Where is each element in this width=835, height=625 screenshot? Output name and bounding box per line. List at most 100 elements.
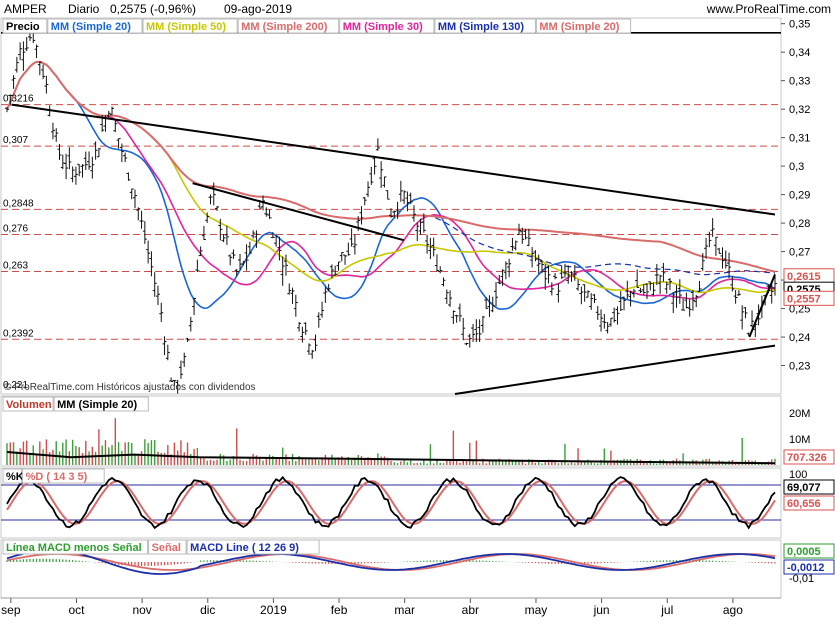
price-bar: [769, 281, 774, 304]
main-legend[interactable]: Precio MM (Simple 20) MM (Simple 50) MM (Si…: [2, 18, 632, 34]
price-bar: [411, 205, 416, 222]
legend-label[interactable]: %D ( 14 3 5): [26, 471, 88, 483]
legend-box[interactable]: [2, 468, 23, 484]
legend-label[interactable]: MM (Simple 50): [146, 21, 226, 33]
date: 09-ago-2019: [224, 2, 292, 16]
price-bar: [677, 279, 682, 304]
legend-box[interactable]: [2, 18, 48, 34]
legend-box[interactable]: [237, 18, 340, 34]
stoch-d-line: [6, 480, 776, 525]
legend-label[interactable]: MM (Simple 30): [343, 21, 423, 33]
price-bar: [513, 240, 518, 251]
price-bar: [254, 230, 259, 248]
price-bar: [461, 317, 466, 341]
legend-box[interactable]: [2, 539, 149, 555]
legend-box[interactable]: [339, 18, 435, 34]
legend-label[interactable]: MACD Line ( 12 26 9): [190, 542, 299, 554]
price-tick-label: 0,27: [789, 247, 810, 259]
price-bar: [431, 237, 436, 257]
legend-box[interactable]: [22, 468, 105, 484]
price-bar: [218, 218, 223, 241]
level-label: 0,2392: [3, 328, 34, 339]
price-bar: [750, 310, 755, 328]
volume-legend[interactable]: Volumen MM (Simple 20): [2, 396, 149, 412]
legend-label[interactable]: MM (Simple 20): [51, 21, 131, 33]
price-bar: [526, 228, 531, 247]
price-bar: [556, 283, 561, 303]
legend-label[interactable]: %K: [6, 471, 24, 483]
price-bar: [674, 285, 679, 308]
price-bar: [201, 225, 206, 241]
legend-label[interactable]: Señal: [152, 542, 181, 554]
price-bar: [566, 265, 571, 284]
price-bar: [694, 294, 699, 308]
trendline-inner[interactable]: [192, 182, 405, 242]
price-bar: [517, 223, 521, 235]
legend-box[interactable]: [2, 396, 54, 412]
price-bar: [585, 290, 590, 298]
price-bar: [303, 322, 308, 335]
price-bar: [57, 144, 62, 160]
price-bar: [67, 147, 72, 170]
legend-label[interactable]: MM (Simple 20): [57, 399, 137, 411]
legend-label[interactable]: Precio: [6, 21, 40, 33]
legend-box[interactable]: [148, 539, 187, 555]
price-bar: [559, 265, 564, 279]
price-bar: [667, 278, 672, 291]
price-bar: [421, 213, 426, 233]
price-bar: [44, 75, 49, 94]
legend-box[interactable]: [47, 18, 143, 34]
price-bar: [539, 260, 544, 273]
price-bar: [671, 291, 676, 314]
stoch-legend[interactable]: %K %D ( 14 3 5): [2, 468, 105, 484]
trendline-rebound[interactable]: [748, 273, 776, 338]
price-bar: [80, 164, 85, 178]
stoch-panel[interactable]: [0, 467, 782, 539]
trendline-upper[interactable]: [11, 103, 776, 216]
legend-box[interactable]: [142, 18, 238, 34]
trendline-support[interactable]: [454, 344, 776, 395]
value-badge-text: 707.326: [787, 452, 827, 464]
legend-box[interactable]: [186, 539, 320, 555]
legend-label[interactable]: MM (Simple 130): [438, 21, 525, 33]
legend-label[interactable]: MM (Simple 20): [539, 21, 619, 33]
watermark: © ProRealTime.com Históricos ajustados c…: [4, 382, 256, 393]
price-bar: [773, 274, 777, 296]
legend-box[interactable]: [434, 18, 536, 34]
macd-legend[interactable]: Línea MACD menos Señal Señal MACD Line ( 1…: [2, 539, 320, 555]
legend-box[interactable]: [535, 18, 632, 34]
legend-label[interactable]: Línea MACD menos Señal: [6, 542, 142, 554]
time-tick-label: ago: [723, 603, 743, 617]
legend-label[interactable]: MM (Simple 200): [241, 21, 328, 33]
macd-line: [6, 549, 776, 575]
legend-label[interactable]: Volumen: [6, 399, 52, 411]
price-bar: [224, 225, 229, 245]
price-bar: [631, 288, 636, 298]
price-bar: [267, 209, 272, 219]
price-panel[interactable]: [0, 17, 782, 395]
stoch-tick-label: 100: [789, 469, 807, 481]
value-badge-text: -0,0012: [787, 562, 824, 574]
price-bar: [251, 230, 256, 239]
source[interactable]: www.ProRealTime.com: [706, 2, 831, 16]
price-bar: [77, 163, 82, 177]
value-badge: [783, 449, 835, 465]
price-bar: [326, 284, 331, 292]
price-bar: [333, 265, 338, 276]
price-tick-label: 0,31: [789, 133, 810, 145]
price-bar: [408, 192, 413, 204]
price-bar: [681, 298, 686, 311]
price-bar: [392, 210, 397, 218]
time-tick-label: feb: [331, 603, 348, 617]
price-bar: [64, 153, 69, 180]
trendlines[interactable]: [11, 103, 776, 395]
legend-box[interactable]: [53, 396, 149, 412]
price-bar: [398, 180, 403, 202]
value-badge: [783, 543, 835, 559]
time-tick-label: 2019: [260, 603, 287, 617]
volume-tick-label: 20M: [789, 408, 810, 420]
value-badge: [783, 559, 835, 575]
price-bar: [346, 242, 351, 256]
price-bar: [264, 207, 269, 217]
